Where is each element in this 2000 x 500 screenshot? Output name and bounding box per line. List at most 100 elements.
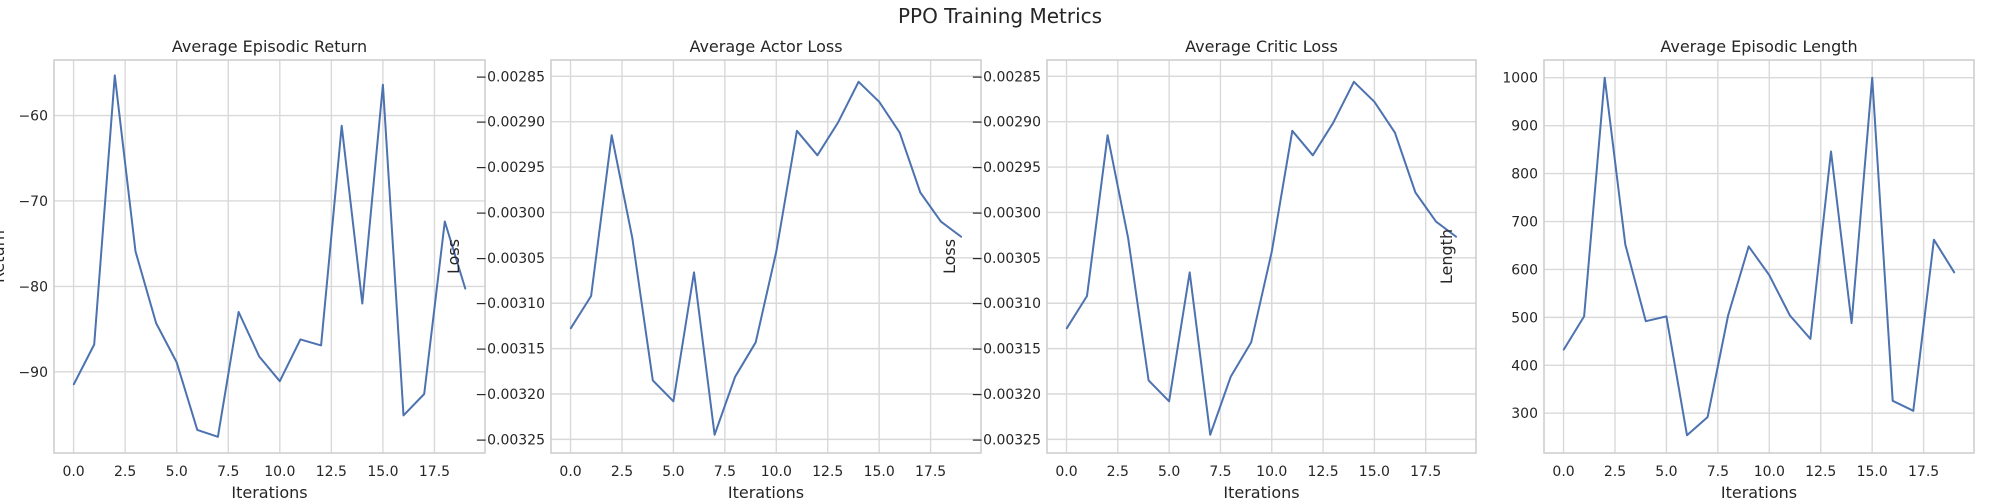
data-point — [258, 355, 260, 358]
data-point — [1455, 236, 1458, 238]
data-point — [1148, 379, 1150, 381]
x-tick-label: 15.0 — [1857, 464, 1888, 480]
data-point — [134, 250, 137, 252]
data-point — [423, 393, 425, 395]
axes-frame — [1543, 59, 1975, 454]
x-tick-label: 0.0 — [62, 464, 84, 480]
x-tick-label: 5.0 — [662, 464, 684, 480]
subplot-title: Average Critic Loss — [1185, 37, 1338, 56]
data-point — [878, 101, 880, 103]
x-tick-label: 0.0 — [1552, 464, 1574, 480]
y-axis-label: Loss — [444, 239, 463, 274]
y-tick-label: 300 — [1511, 406, 1538, 422]
x-tick-label: 17.5 — [1410, 464, 1441, 480]
data-point — [196, 429, 198, 431]
data-point — [1624, 243, 1626, 246]
x-tick-label: 15.0 — [864, 464, 895, 480]
y-tick-label: −0.00315 — [475, 342, 545, 358]
x-tick-label: 17.5 — [915, 464, 946, 480]
data-point — [464, 288, 467, 290]
data-point — [1583, 315, 1585, 318]
data-point — [631, 237, 633, 239]
y-tick-label: −0.00295 — [971, 160, 1041, 176]
data-point — [1665, 315, 1668, 318]
subplot-4: 0.0 2.5 5.0 7.5 10.0 12.5 15.0 17.5 300 400 500 600… — [1437, 37, 1975, 500]
data-point — [1727, 314, 1729, 317]
data-point — [93, 343, 95, 346]
x-tick-label: 10.0 — [1754, 464, 1785, 480]
y-axis-label: Loss — [940, 239, 959, 274]
y-tick-label: 400 — [1511, 358, 1538, 374]
x-tick-label: 17.5 — [1908, 464, 1939, 480]
data-point — [734, 376, 736, 378]
x-tick-label: 2.5 — [1107, 464, 1129, 480]
subplot-title: Average Episodic Length — [1660, 37, 1857, 56]
data-point — [960, 236, 963, 238]
data-point — [1271, 250, 1273, 253]
y-tick-label: −0.00325 — [475, 432, 545, 448]
x-tick-label: 12.5 — [1805, 464, 1836, 480]
data-point — [672, 400, 675, 402]
x-tick-label: 2.5 — [114, 464, 136, 480]
data-point — [1435, 220, 1437, 223]
data-point — [816, 154, 819, 156]
data-point — [1209, 434, 1211, 436]
x-tick-label: 5.0 — [1158, 464, 1180, 480]
data-point — [176, 361, 178, 364]
data-point — [1373, 101, 1375, 103]
x-tick-label: 12.5 — [812, 464, 843, 480]
x-tick-label: 12.5 — [1307, 464, 1338, 480]
y-tick-label: 1000 — [1502, 71, 1538, 87]
data-point — [1850, 322, 1853, 324]
x-axis-label: Iterations — [728, 483, 804, 500]
data-point — [1353, 81, 1355, 83]
data-point — [1768, 274, 1770, 276]
data-point — [1414, 191, 1417, 194]
y-tick-label: 500 — [1511, 310, 1538, 326]
data-point — [279, 380, 281, 382]
data-point — [1809, 338, 1812, 340]
data-point — [299, 338, 302, 340]
y-tick-label: 800 — [1511, 167, 1538, 183]
subplot-title: Average Actor Loss — [689, 37, 842, 56]
x-tick-label: 7.5 — [714, 464, 736, 480]
data-point — [1953, 272, 1956, 274]
data-point — [1686, 434, 1688, 436]
x-tick-label: 7.5 — [1209, 464, 1231, 480]
data-point — [237, 311, 240, 313]
y-tick-label: 700 — [1511, 215, 1538, 231]
y-tick-label: −60 — [18, 109, 48, 125]
y-tick-label: −0.00320 — [475, 387, 545, 403]
data-point — [1168, 400, 1170, 402]
y-tick-label: −0.00290 — [475, 115, 545, 131]
x-tick-label: 17.5 — [419, 464, 450, 480]
data-point — [1127, 237, 1129, 239]
data-point — [1312, 154, 1314, 156]
data-point — [1706, 416, 1709, 418]
data-point — [590, 295, 592, 297]
x-tick-label: 10.0 — [1256, 464, 1287, 480]
x-tick-label: 15.0 — [1359, 464, 1390, 480]
y-axis-label: Length — [1437, 229, 1456, 284]
data-point — [1912, 410, 1914, 412]
data-point — [1933, 239, 1935, 241]
data-point — [1394, 132, 1396, 134]
x-axis-label: Iterations — [231, 483, 307, 500]
data-point — [1645, 320, 1647, 322]
axes-frame — [550, 59, 982, 454]
x-tick-label: 0.0 — [1055, 464, 1077, 480]
x-axis-label: Iterations — [1721, 483, 1797, 500]
data-point — [569, 328, 572, 330]
data-point — [1106, 134, 1109, 136]
data-point — [1604, 77, 1606, 79]
data-point — [444, 220, 446, 223]
data-point — [1562, 349, 1565, 351]
data-point — [693, 271, 695, 273]
data-point — [1789, 314, 1791, 317]
x-axis-label: Iterations — [1223, 483, 1299, 500]
x-tick-label: 10.0 — [264, 464, 295, 480]
data-point — [1871, 77, 1873, 79]
data-point — [1748, 245, 1750, 248]
series-line — [569, 80, 963, 436]
